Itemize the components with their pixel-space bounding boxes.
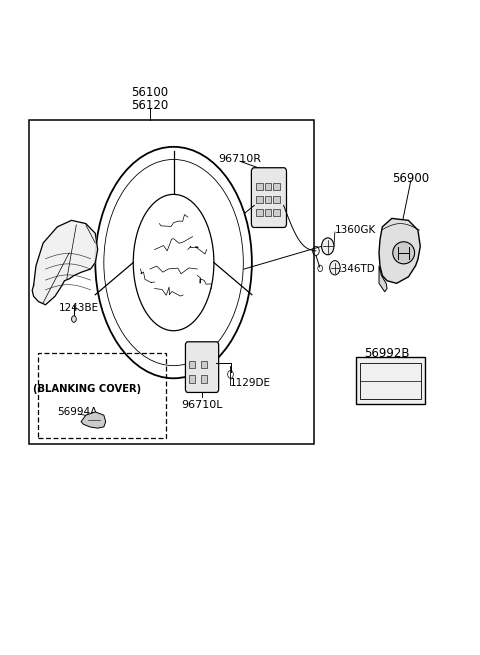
Bar <box>273 196 280 203</box>
Bar <box>189 375 195 383</box>
Text: 56100: 56100 <box>132 86 168 99</box>
Text: 56994A: 56994A <box>57 407 97 417</box>
Bar <box>264 196 271 203</box>
Polygon shape <box>379 266 387 291</box>
FancyBboxPatch shape <box>252 168 287 227</box>
Text: 1346TD: 1346TD <box>335 264 376 274</box>
Text: 96710R: 96710R <box>218 154 262 164</box>
Bar <box>360 363 421 399</box>
Ellipse shape <box>393 242 415 264</box>
Text: 1129DE: 1129DE <box>229 378 271 388</box>
Text: 96710L: 96710L <box>181 400 223 411</box>
Bar <box>189 361 195 368</box>
Bar <box>273 183 280 190</box>
Bar <box>356 358 425 404</box>
Polygon shape <box>81 412 106 428</box>
Circle shape <box>322 238 334 255</box>
Polygon shape <box>32 220 97 305</box>
FancyBboxPatch shape <box>185 342 219 392</box>
Bar <box>201 361 207 368</box>
Bar <box>256 196 263 203</box>
Bar <box>264 183 271 190</box>
Text: 56900: 56900 <box>392 172 430 185</box>
Text: 1360GK: 1360GK <box>335 225 376 235</box>
Circle shape <box>330 261 340 275</box>
Text: 56120: 56120 <box>131 99 168 112</box>
Text: (BLANKING COVER): (BLANKING COVER) <box>33 384 141 394</box>
Bar <box>256 210 263 215</box>
Bar <box>201 375 207 383</box>
Bar <box>38 354 167 438</box>
Text: 56992B: 56992B <box>364 347 410 360</box>
Bar <box>264 210 271 215</box>
Bar <box>256 183 263 190</box>
Bar <box>29 120 313 444</box>
Circle shape <box>72 316 76 322</box>
Text: 1243BE: 1243BE <box>59 303 99 313</box>
Bar <box>273 210 280 215</box>
Polygon shape <box>379 218 420 284</box>
